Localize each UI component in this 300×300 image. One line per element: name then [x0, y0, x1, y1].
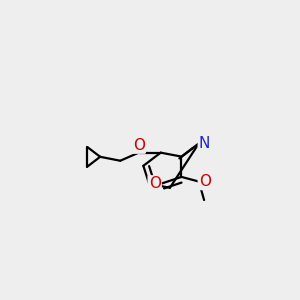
Text: O: O	[133, 138, 145, 153]
Text: O: O	[149, 176, 161, 191]
Text: O: O	[199, 174, 211, 189]
Text: N: N	[199, 136, 210, 151]
